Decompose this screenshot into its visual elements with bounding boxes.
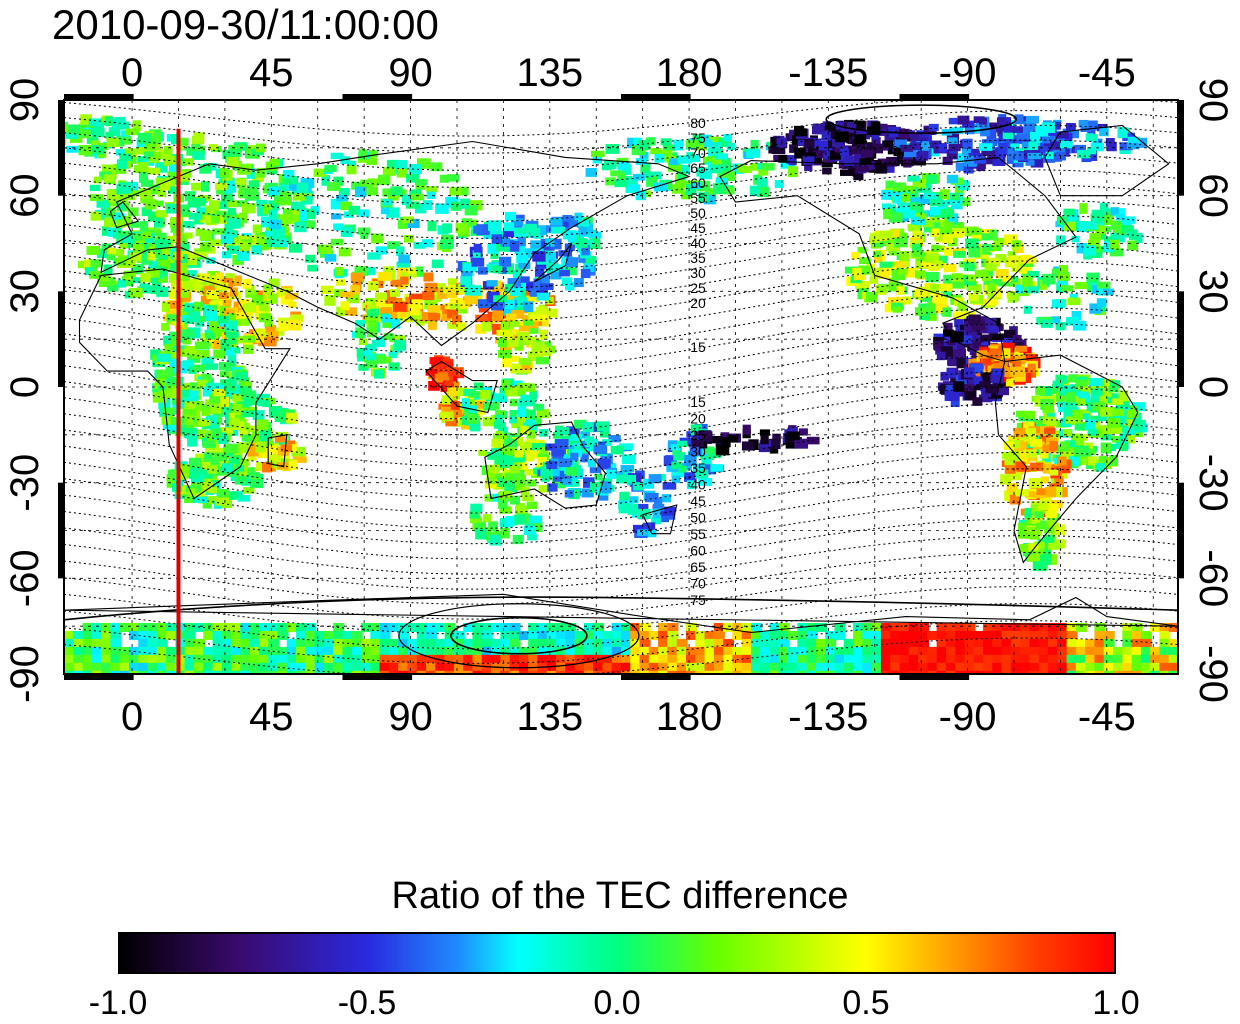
left-lat-tick-label: -30 <box>3 454 47 512</box>
contour-label-north: 25 <box>690 280 706 296</box>
coastlines <box>64 124 1178 634</box>
contour-label-north: 50 <box>690 205 706 221</box>
right-lat-tick-label: 30 <box>1191 269 1235 314</box>
contour-label-south: 25 <box>690 427 706 443</box>
bottom-lon-tick-label: 0 <box>121 695 143 739</box>
bottom-lon-tick-label: 90 <box>388 695 433 739</box>
top-lon-tick-label: 180 <box>656 51 723 95</box>
right-lat-tick-label: -60 <box>1191 549 1235 607</box>
top-lon-tick-label: 0 <box>121 51 143 95</box>
left-lat-tick-label: -60 <box>3 549 47 607</box>
contour-label-north: 15 <box>690 339 706 355</box>
bottom-lon-tick-label: -45 <box>1078 695 1136 739</box>
contour-label-north: 75 <box>690 130 706 146</box>
bottom-lon-tick-label: 135 <box>516 695 583 739</box>
colorbar-label-zero: 0.0 <box>593 984 641 1022</box>
contour-label-south: 15 <box>690 394 706 410</box>
contour-label-north: 40 <box>690 235 706 251</box>
contour-label-north: 55 <box>690 190 706 206</box>
magnetic-latitude-contours <box>64 100 1178 674</box>
top-lon-tick-label: 90 <box>388 51 433 95</box>
colorbar-title: Ratio of the TEC difference <box>391 875 849 917</box>
contour-label-south: 75 <box>690 592 706 608</box>
right-lat-tick-label: 90 <box>1191 78 1235 123</box>
contour-label-south: 50 <box>690 510 706 526</box>
contour-label-south: 70 <box>690 576 706 592</box>
frame-ticks <box>58 94 1184 680</box>
top-lon-tick-label: 135 <box>516 51 583 95</box>
tec-ratio-data <box>64 114 1178 674</box>
contour-label-south: 60 <box>690 543 706 559</box>
bottom-lon-tick-label: 180 <box>656 695 723 739</box>
contour-label-north: 45 <box>690 220 706 236</box>
colorbar <box>118 932 1116 974</box>
contour-label-north: 35 <box>690 250 706 266</box>
left-lat-tick-label: 90 <box>3 78 47 123</box>
contour-label-north: 80 <box>690 115 706 131</box>
right-lat-tick-label: 60 <box>1191 173 1235 218</box>
colorbar-label-min: -1.0 <box>88 984 148 1022</box>
colorbar-label-max: 1.0 <box>1092 984 1140 1022</box>
top-lon-tick-label: 45 <box>249 51 294 95</box>
contour-labels: 8075706560555045403530252015152025303540… <box>690 115 706 608</box>
left-lat-tick-label: 30 <box>3 269 47 314</box>
contour-label-north: 60 <box>690 175 706 191</box>
top-lon-tick-label: -90 <box>939 51 997 95</box>
colorbar-label-neg-half: -0.5 <box>337 984 397 1022</box>
contour-label-north: 20 <box>690 295 706 311</box>
bottom-lon-tick-label: 45 <box>249 695 294 739</box>
contour-label-south: 65 <box>690 559 706 575</box>
contour-label-south: 20 <box>690 411 706 427</box>
right-lat-tick-label: -90 <box>1191 645 1235 703</box>
bottom-lon-tick-label: -135 <box>788 695 868 739</box>
contour-label-south: 55 <box>690 526 706 542</box>
left-lat-tick-label: 0 <box>3 376 47 398</box>
axis-tick-labels: 0 0 45 45 90 90 135 135 180 180 -135 -135 -90 -90 -45 -… <box>3 51 1235 739</box>
contour-label-south: 30 <box>690 444 706 460</box>
contour-label-south: 40 <box>690 477 706 493</box>
right-lat-tick-label: 0 <box>1191 376 1235 398</box>
contour-label-south: 45 <box>690 493 706 509</box>
top-lon-tick-label: -135 <box>788 51 868 95</box>
contour-label-north: 30 <box>690 265 706 281</box>
left-lat-tick-label: 60 <box>3 173 47 218</box>
colorbar-label-pos-half: 0.5 <box>842 984 890 1022</box>
contour-label-south: 35 <box>690 460 706 476</box>
map-timestamp: 2010-09-30/11:00:00 <box>52 1 439 48</box>
contour-label-north: 65 <box>690 160 706 176</box>
bottom-lon-tick-label: -90 <box>939 695 997 739</box>
left-lat-tick-label: -90 <box>3 645 47 703</box>
contour-label-north: 70 <box>690 145 706 161</box>
right-lat-tick-label: -30 <box>1191 454 1235 512</box>
top-lon-tick-label: -45 <box>1078 51 1136 95</box>
tec-map: 8075706560555045403530252015152025303540… <box>3 51 1235 739</box>
map-grid <box>64 100 1178 674</box>
